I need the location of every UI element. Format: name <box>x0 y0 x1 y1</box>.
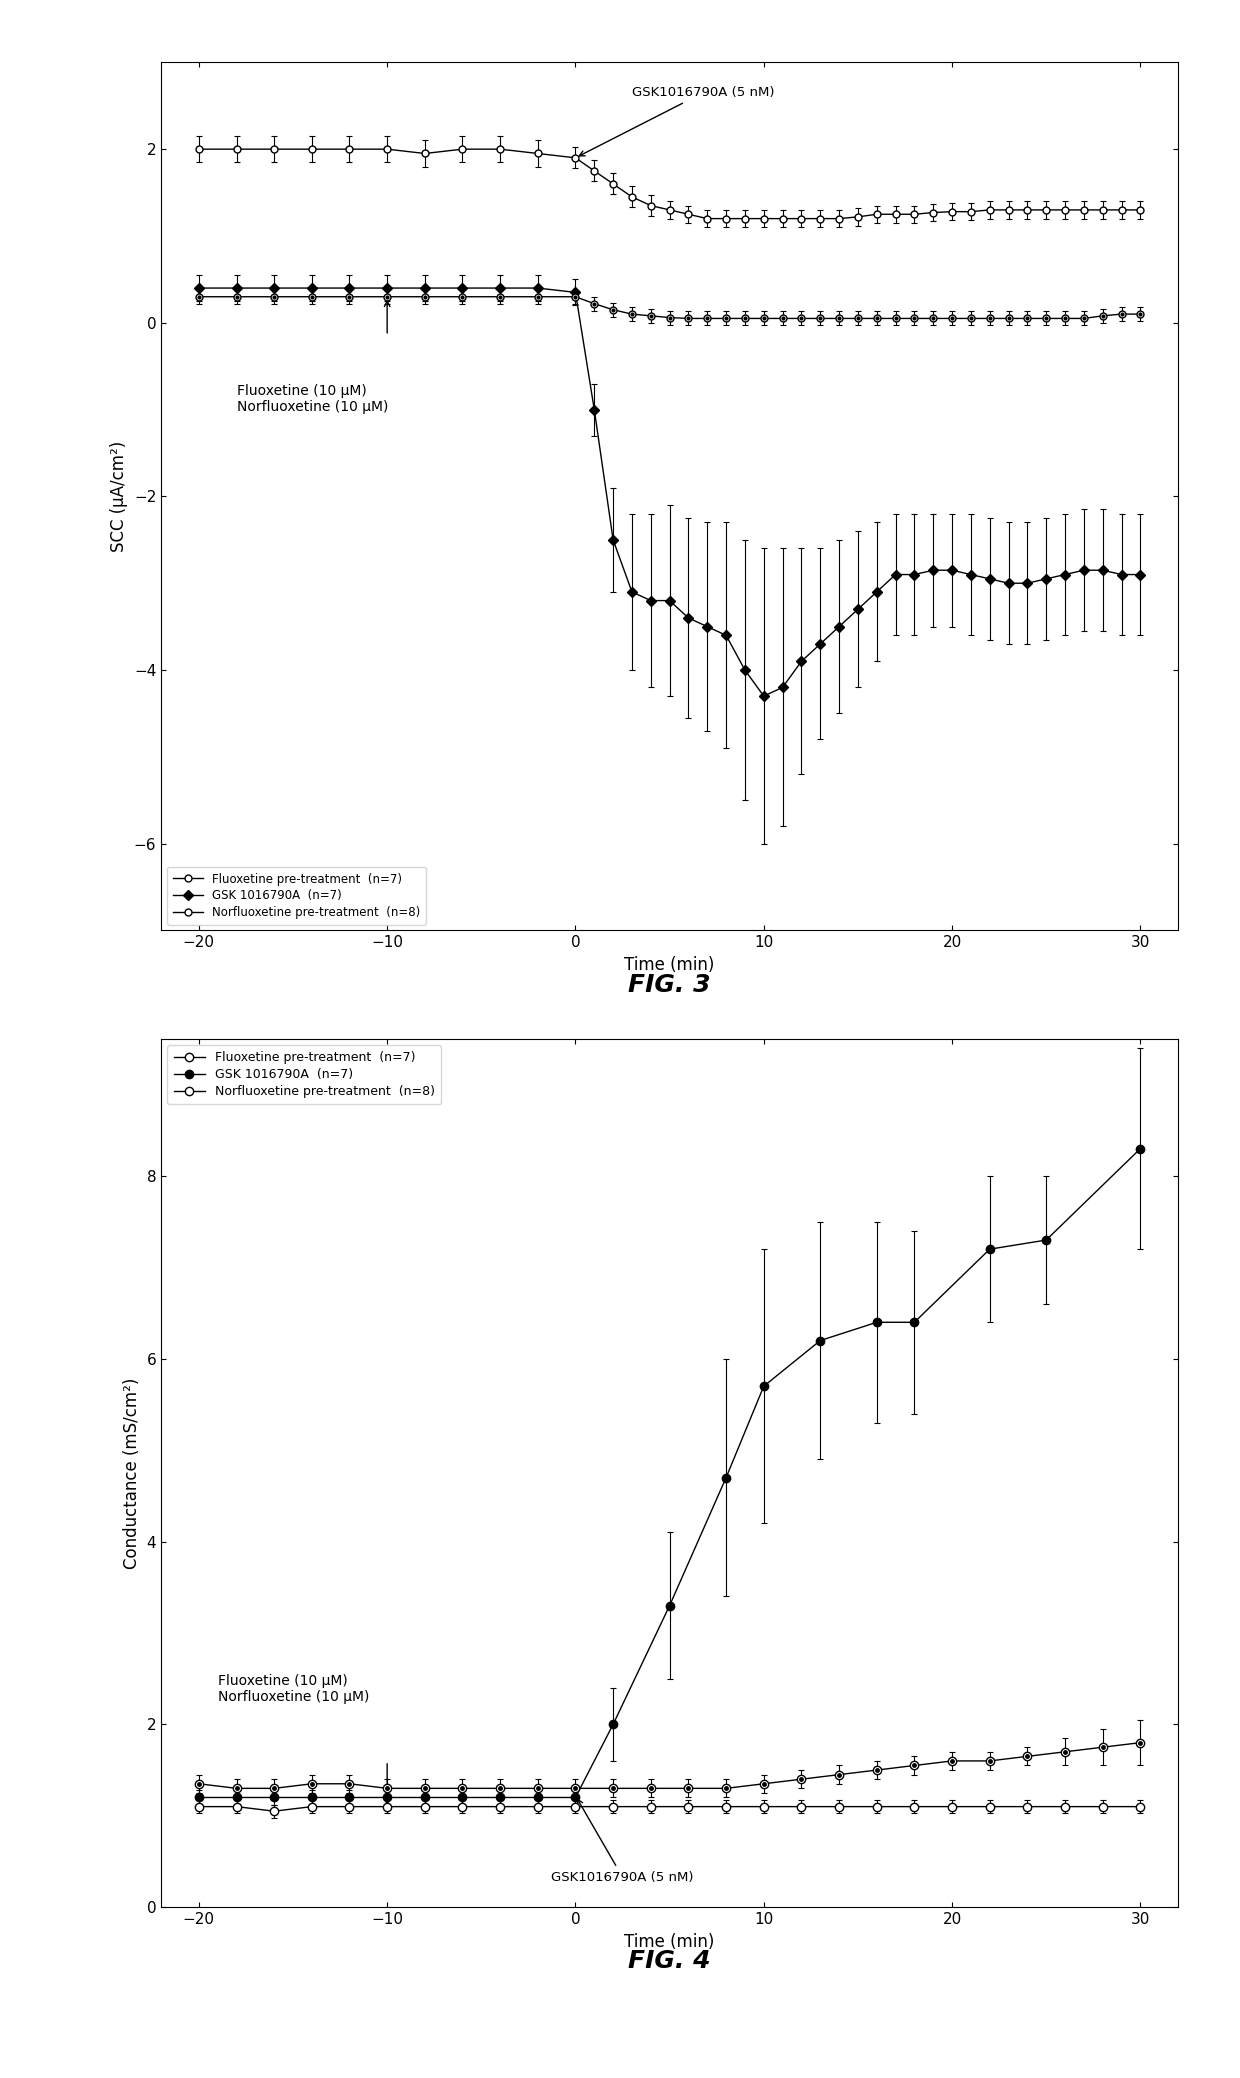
Text: FIG. 4: FIG. 4 <box>629 1949 711 1974</box>
X-axis label: Time (min): Time (min) <box>625 1933 714 1951</box>
Y-axis label: Conductance (mS/cm²): Conductance (mS/cm²) <box>123 1378 141 1569</box>
Text: Fluoxetine (10 μM)
Norfluoxetine (10 μM): Fluoxetine (10 μM) Norfluoxetine (10 μM) <box>218 1675 370 1704</box>
Text: FIG. 3: FIG. 3 <box>629 973 711 997</box>
Text: GSK1016790A (5 nM): GSK1016790A (5 nM) <box>579 85 775 156</box>
Text: Fluoxetine (10 μM)
Norfluoxetine (10 μM): Fluoxetine (10 μM) Norfluoxetine (10 μM) <box>237 384 388 414</box>
Y-axis label: SCC (μA/cm²): SCC (μA/cm²) <box>110 441 128 553</box>
Text: GSK1016790A (5 nM): GSK1016790A (5 nM) <box>552 1800 693 1883</box>
X-axis label: Time (min): Time (min) <box>625 956 714 975</box>
Legend: Fluoxetine pre-treatment  (n=7), GSK 1016790A  (n=7), Norfluoxetine pre-treatmen: Fluoxetine pre-treatment (n=7), GSK 1016… <box>167 1045 441 1103</box>
Legend: Fluoxetine pre-treatment  (n=7), GSK 1016790A  (n=7), Norfluoxetine pre-treatmen: Fluoxetine pre-treatment (n=7), GSK 1016… <box>167 867 427 925</box>
